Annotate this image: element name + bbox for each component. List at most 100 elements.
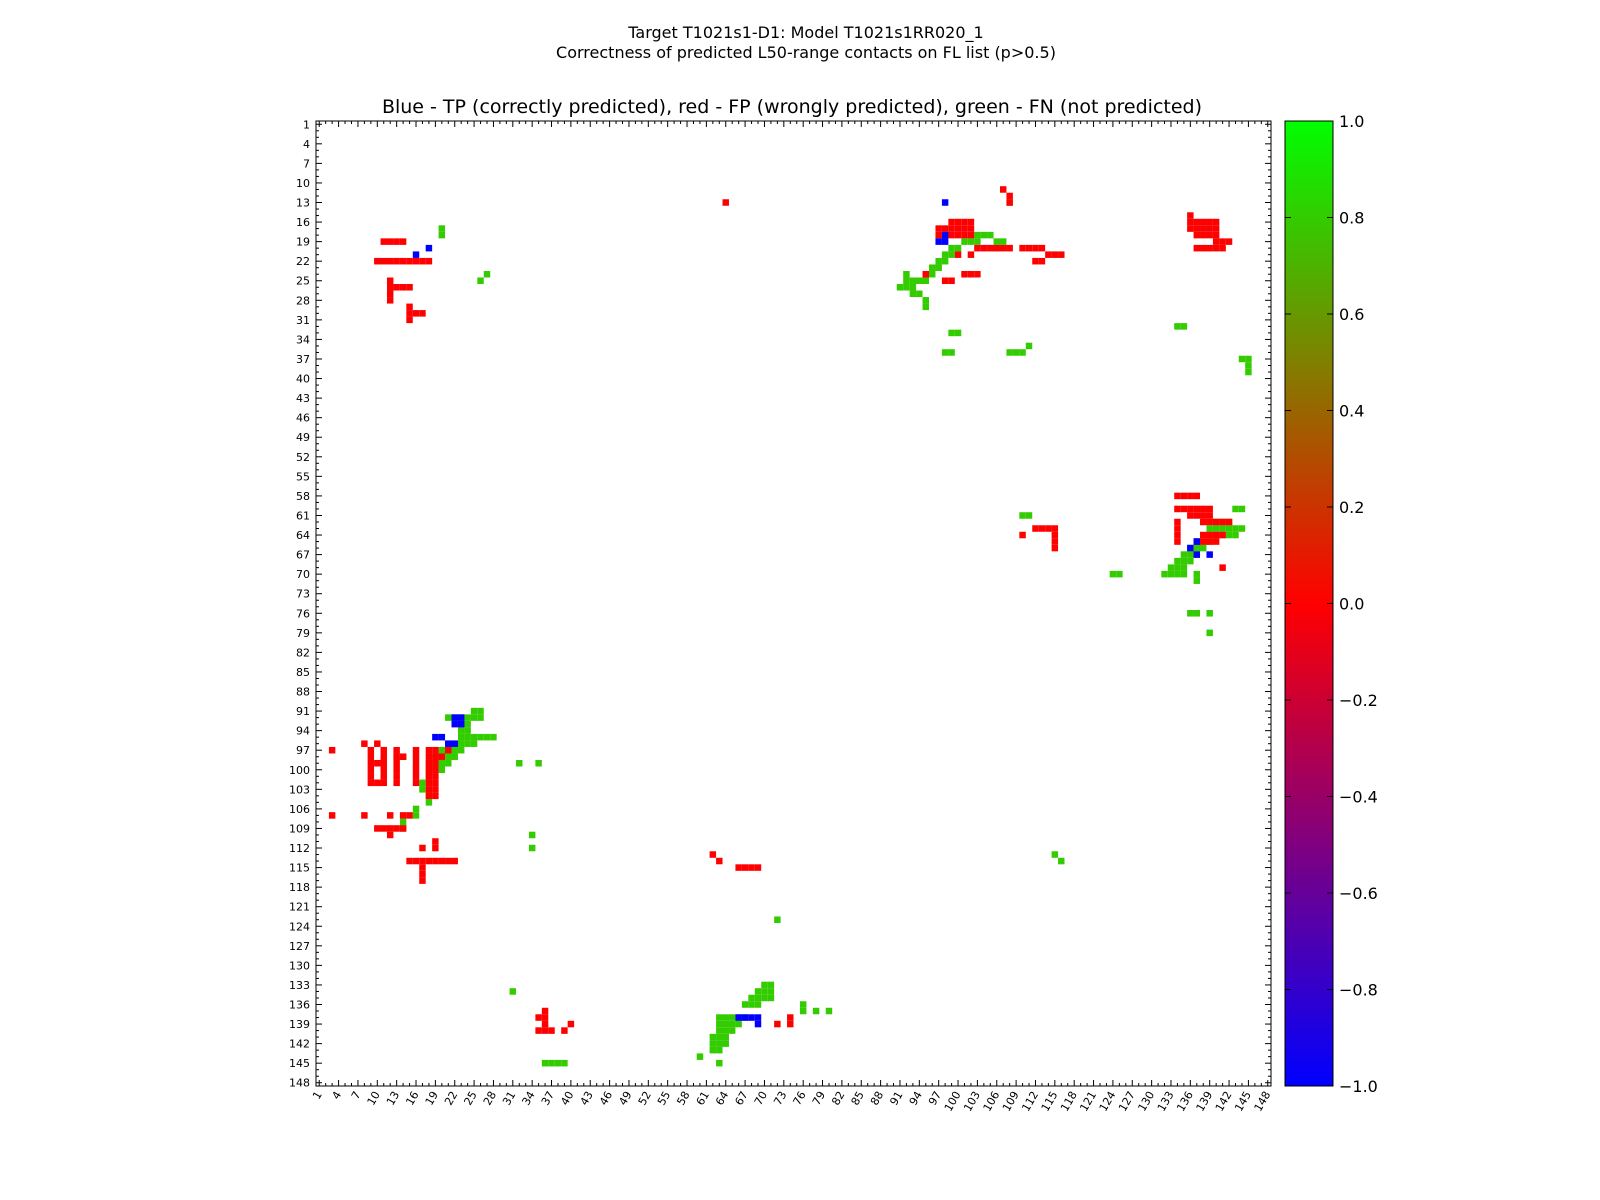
- x-tick-label: 145: [1232, 1089, 1254, 1114]
- fp-cell: [432, 838, 439, 845]
- fn-cell: [1206, 610, 1213, 617]
- fn-cell: [457, 746, 465, 754]
- fp-cell: [1032, 244, 1039, 252]
- y-tick-label: 145: [289, 1057, 310, 1070]
- fp-cell: [1212, 538, 1220, 545]
- fn-cell: [1012, 349, 1020, 356]
- fp-cell: [993, 244, 1000, 252]
- fp-cell: [419, 877, 426, 884]
- y-tick-label: 139: [289, 1018, 310, 1031]
- fp-cell: [1200, 218, 1207, 226]
- fp-cell: [1006, 244, 1013, 252]
- fp-cell: [393, 779, 400, 787]
- fp-cell: [541, 1014, 549, 1021]
- fn-cell: [451, 746, 458, 754]
- x-tick-label: 82: [829, 1089, 847, 1108]
- fn-cell: [451, 753, 458, 760]
- fn-cell: [419, 779, 426, 787]
- fp-cell: [1051, 544, 1059, 552]
- fp-cell: [1206, 244, 1213, 252]
- fp-cell: [1200, 225, 1207, 232]
- colorbar-tick-label: −0.6: [1339, 884, 1378, 903]
- x-tick-label: 115: [1039, 1089, 1061, 1114]
- fn-cell: [477, 277, 484, 285]
- x-tick-label: 19: [423, 1089, 441, 1108]
- fn-cell: [935, 264, 942, 271]
- fp-cell: [535, 1027, 542, 1034]
- x-tick-label: 130: [1135, 1089, 1157, 1114]
- y-tick-label: 19: [296, 236, 310, 249]
- fp-cell: [393, 746, 400, 754]
- x-tick-label: 43: [578, 1089, 596, 1108]
- fn-cell: [399, 818, 407, 826]
- y-tick-label: 22: [296, 255, 310, 268]
- x-tick-label: 118: [1058, 1089, 1080, 1114]
- fp-cell: [380, 238, 387, 245]
- x-tick-label: 106: [981, 1089, 1003, 1114]
- fp-cell: [406, 812, 413, 819]
- fp-cell: [948, 225, 955, 232]
- chart-subtitle: Correctness of predicted L50-range conta…: [556, 43, 1056, 62]
- fp-cell: [386, 257, 394, 265]
- fn-cell: [728, 1027, 736, 1034]
- fn-cell: [1058, 857, 1065, 865]
- fn-cell: [1180, 564, 1188, 571]
- fn-cell: [993, 238, 1000, 245]
- fp-cell: [935, 231, 942, 239]
- colorbar-tick-label: −1.0: [1339, 1077, 1378, 1096]
- fn-cell: [419, 786, 426, 793]
- fn-cell: [438, 225, 446, 232]
- fp-cell: [1032, 525, 1039, 532]
- fn-cell: [1019, 349, 1026, 356]
- fp-cell: [999, 186, 1007, 193]
- fp-cell: [393, 759, 400, 767]
- y-tick-label: 46: [296, 412, 310, 425]
- fp-cell: [541, 1020, 549, 1028]
- fn-cell: [774, 916, 781, 923]
- fp-cell: [412, 779, 420, 787]
- fp-cell: [954, 218, 962, 226]
- fn-cell: [457, 740, 465, 747]
- fp-cell: [374, 740, 381, 747]
- fp-cell: [367, 759, 375, 767]
- fp-cell: [748, 864, 755, 871]
- fp-cell: [1212, 244, 1220, 252]
- y-tick-label: 79: [296, 627, 310, 640]
- fp-cell: [406, 316, 413, 324]
- colorbar: [1284, 120, 1334, 1087]
- tp-cell: [935, 238, 942, 245]
- fp-cell: [412, 310, 420, 317]
- x-tick-label: 112: [1019, 1089, 1041, 1114]
- x-tick-label: 61: [694, 1089, 712, 1108]
- fn-cell: [903, 284, 910, 291]
- fp-cell: [328, 812, 336, 819]
- y-tick-label: 130: [289, 959, 310, 972]
- x-tick-label: 88: [868, 1089, 886, 1108]
- y-tick-label: 136: [289, 998, 310, 1011]
- fp-cell: [967, 270, 975, 278]
- fp-cell: [1032, 257, 1039, 265]
- fn-cell: [909, 277, 917, 285]
- fn-cell: [541, 1059, 549, 1067]
- fn-cell: [438, 746, 446, 754]
- fp-cell: [419, 870, 426, 878]
- tp-cell: [412, 251, 420, 258]
- fn-cell: [438, 231, 446, 239]
- fp-cell: [380, 766, 387, 774]
- fn-cell: [916, 277, 923, 285]
- y-tick-label: 31: [296, 314, 310, 327]
- colorbar-ticks: 1.0 0.8 0.6 0.4 0.2 0.0 −0.2 −0.4 −0.6 −0.8 −1.0: [1285, 112, 1378, 1096]
- fp-cell: [1193, 492, 1201, 500]
- fn-cell: [716, 1040, 723, 1047]
- tp-cell: [445, 740, 452, 747]
- fp-cell: [967, 218, 975, 226]
- fp-cell: [374, 257, 381, 265]
- fn-cell: [445, 753, 452, 760]
- fp-cell: [399, 257, 407, 265]
- fp-cell: [1174, 492, 1181, 500]
- y-tick-label: 52: [296, 451, 310, 464]
- chart-title: Target T1021s1-D1: Model T1021s1RR020_1: [627, 23, 983, 43]
- fn-cell: [457, 733, 465, 741]
- fn-cell: [709, 1033, 717, 1041]
